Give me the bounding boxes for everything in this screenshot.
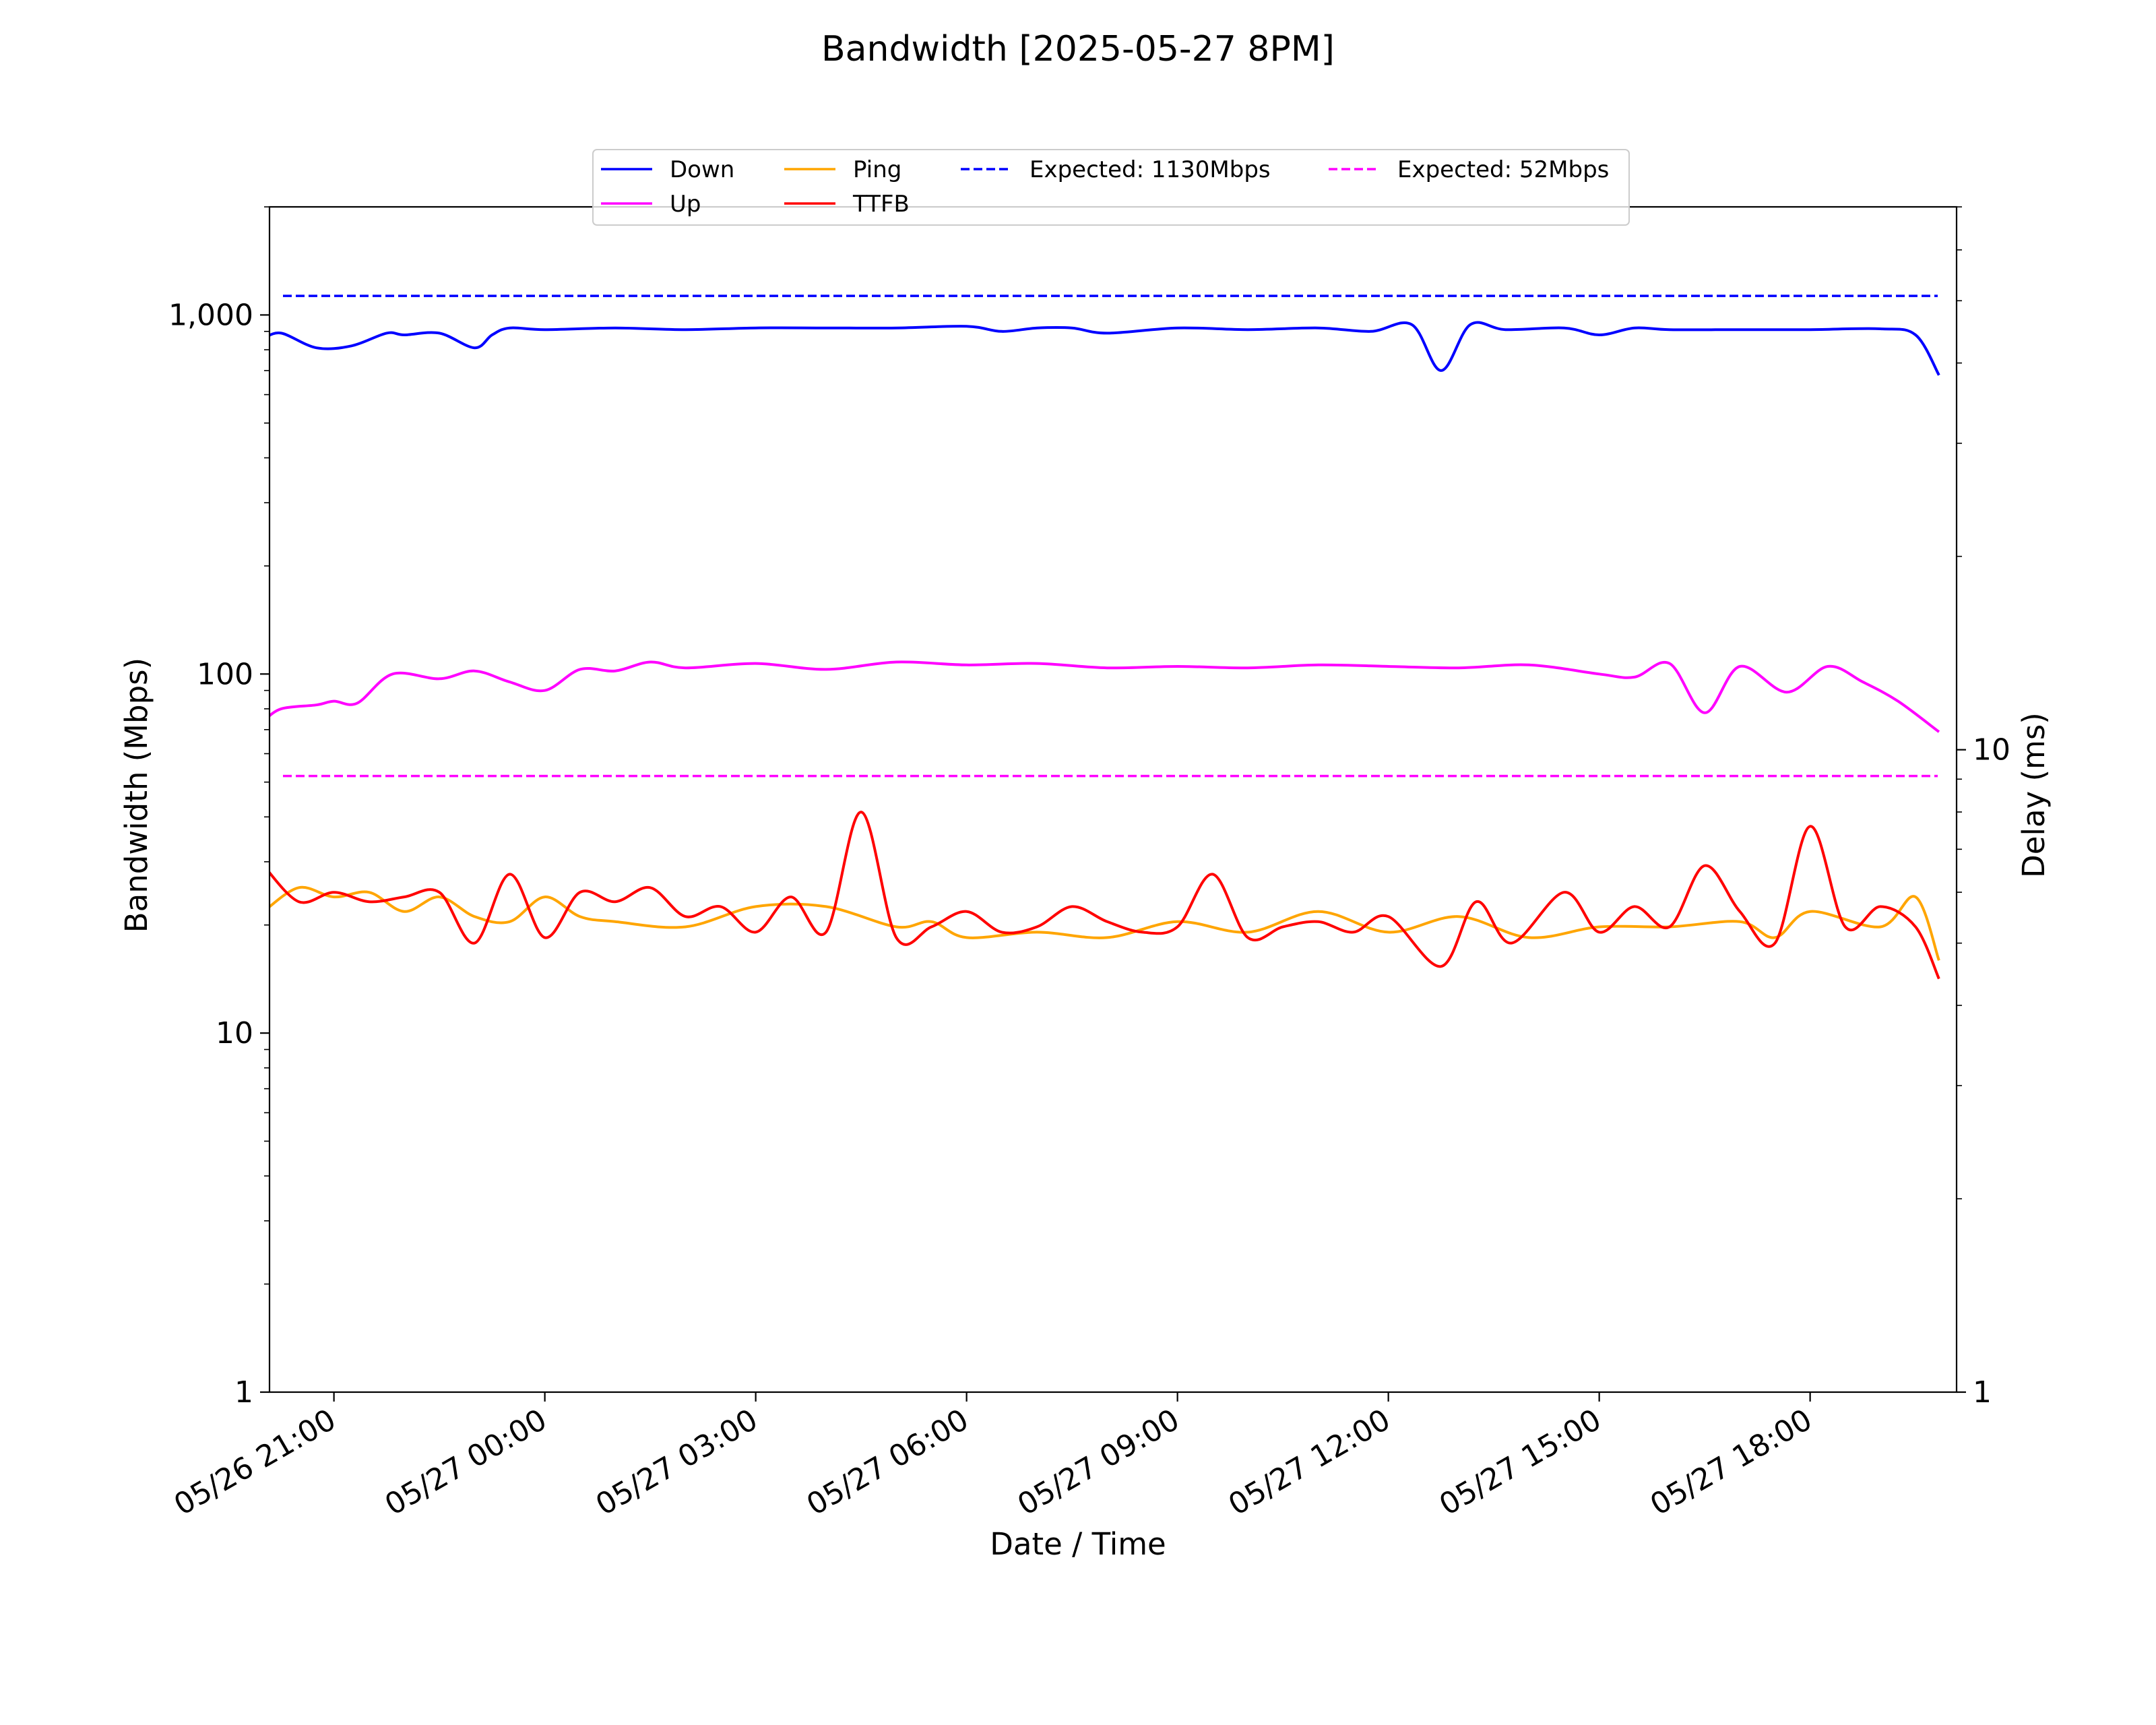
- series-line-ttfb: [270, 811, 1940, 980]
- legend-label-ping: Ping: [853, 156, 901, 183]
- legend-label-expected-up: Expected: 52Mbps: [1397, 156, 1609, 183]
- y-axis-label: Bandwidth (Mbps): [119, 658, 154, 933]
- y-tick-label: 1,000: [168, 298, 253, 332]
- y2-tick-label: 1: [1973, 1375, 1992, 1410]
- y-tick-label: 1: [234, 1375, 253, 1410]
- y2-axis-label: Delay (ms): [2016, 712, 2052, 878]
- series-line-ping: [270, 885, 1940, 961]
- legend-label-down: Down: [670, 156, 734, 183]
- legend-label-ttfb: TTFB: [852, 191, 910, 218]
- legend-label-expected-down: Expected: 1130Mbps: [1029, 156, 1271, 183]
- series-line-down: [270, 321, 1940, 376]
- x-axis-label: Date / Time: [990, 1526, 1166, 1562]
- legend-label-up: Up: [670, 191, 701, 218]
- legend: Down Up Ping TTFB Expected: 1130Mbps Exp…: [592, 149, 1630, 226]
- series-layer: [270, 294, 1940, 980]
- series-line-up: [270, 660, 1940, 733]
- y-tick-label: 100: [197, 657, 253, 691]
- y2-tick-label: 10: [1973, 733, 2010, 767]
- y-tick-label: 10: [216, 1016, 253, 1050]
- chart-title: Bandwidth [2025-05-27 8PM]: [821, 29, 1335, 69]
- plot-area: [270, 294, 1940, 980]
